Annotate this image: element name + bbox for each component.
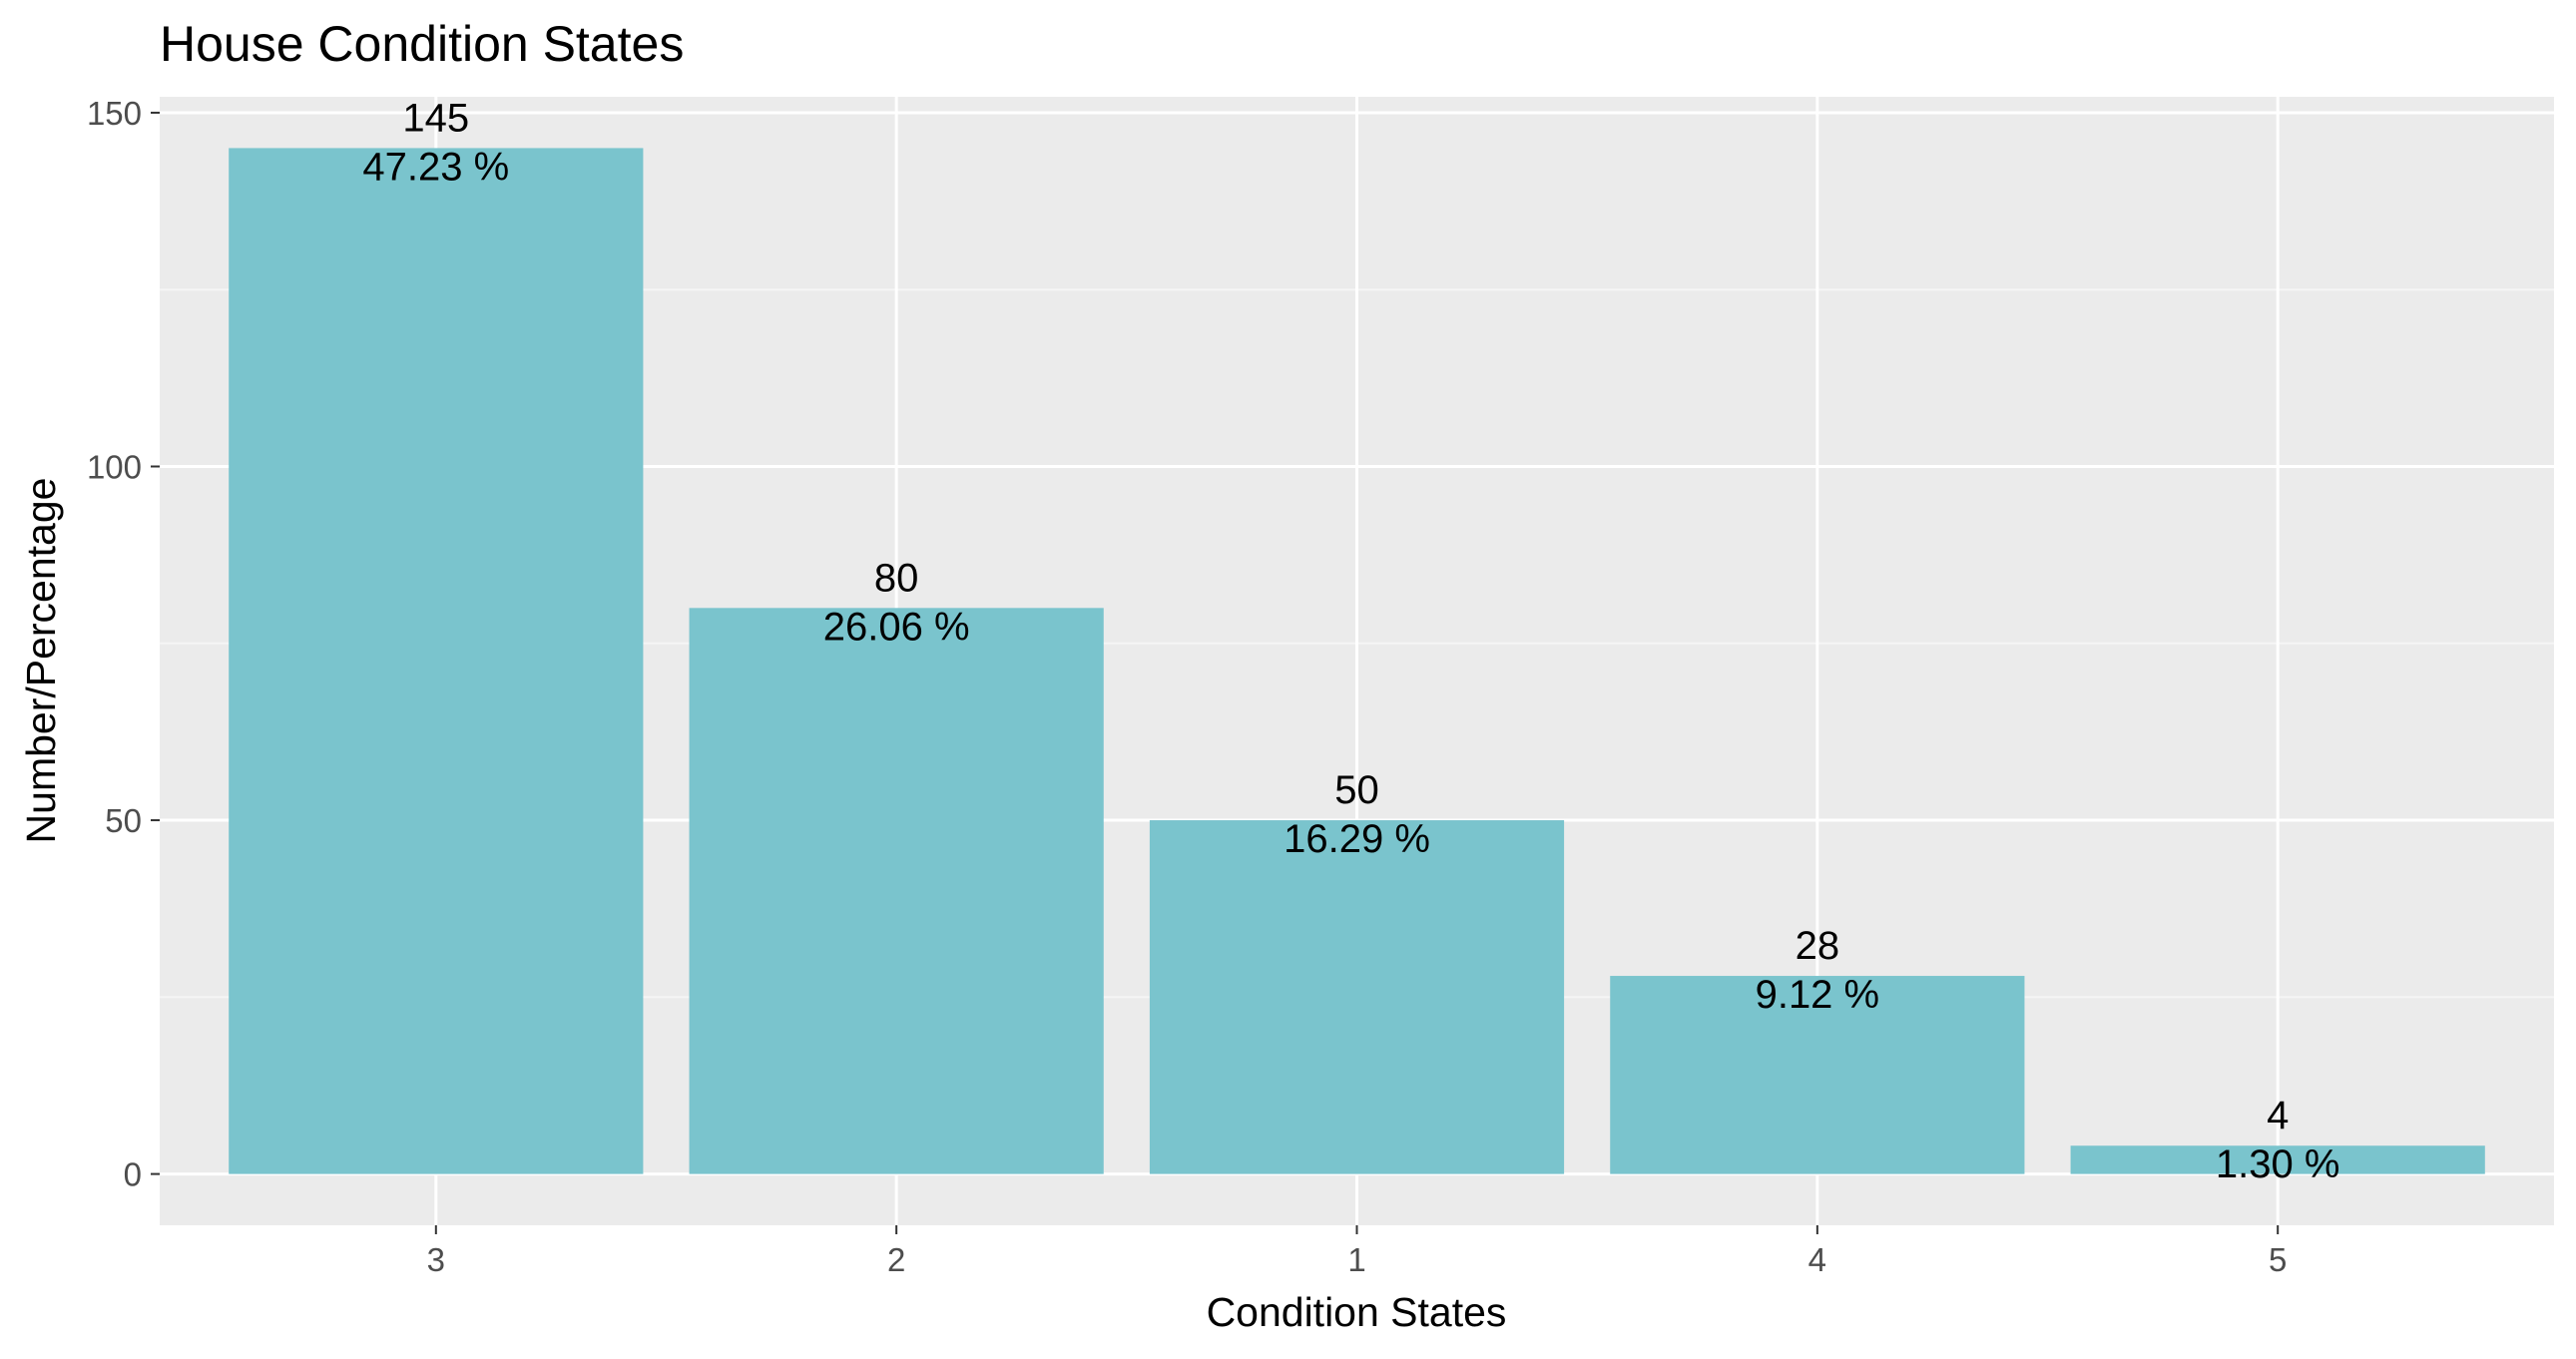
bar (1610, 976, 2025, 1174)
x-tick-label: 5 (2269, 1241, 2287, 1278)
x-tick-label: 3 (427, 1241, 445, 1278)
bar-count-label: 50 (1334, 768, 1379, 812)
bar (2070, 1145, 2485, 1174)
bar-count-label: 145 (402, 96, 469, 140)
data-labels: 145 47.23 % 80 26.06 % 50 16.29 % 28 9.12 % 4 1.3… (362, 96, 2339, 1186)
bar-percent-label: 47.23 % (362, 145, 509, 189)
bar-count-label: 80 (874, 556, 919, 600)
y-tick-label: 50 (105, 802, 142, 839)
bar-percent-label: 9.12 % (1756, 973, 1880, 1017)
y-tick-label: 150 (87, 95, 142, 132)
bar-percent-label: 26.06 % (823, 605, 970, 649)
y-axis: 0 50 100 150 (87, 95, 160, 1193)
bar-count-label: 4 (2267, 1094, 2289, 1137)
bar (229, 148, 644, 1174)
x-tick-label: 1 (1347, 1241, 1365, 1278)
x-tick-label: 2 (887, 1241, 905, 1278)
bar-percent-label: 16.29 % (1284, 817, 1430, 861)
bars (229, 148, 2485, 1174)
x-axis-title: Condition States (1207, 1289, 1507, 1335)
bar-percent-label: 1.30 % (2216, 1142, 2340, 1186)
bar (1149, 820, 1565, 1174)
x-axis: 3 2 1 4 5 (427, 1225, 2287, 1278)
bar-count-label: 28 (1796, 924, 1840, 968)
bar (689, 608, 1104, 1174)
x-tick-label: 4 (1808, 1241, 1826, 1278)
y-axis-title: Number/Percentage (18, 478, 64, 844)
y-tick-label: 0 (124, 1156, 142, 1193)
y-tick-label: 100 (87, 449, 142, 486)
chart-title: House Condition States (160, 16, 684, 72)
